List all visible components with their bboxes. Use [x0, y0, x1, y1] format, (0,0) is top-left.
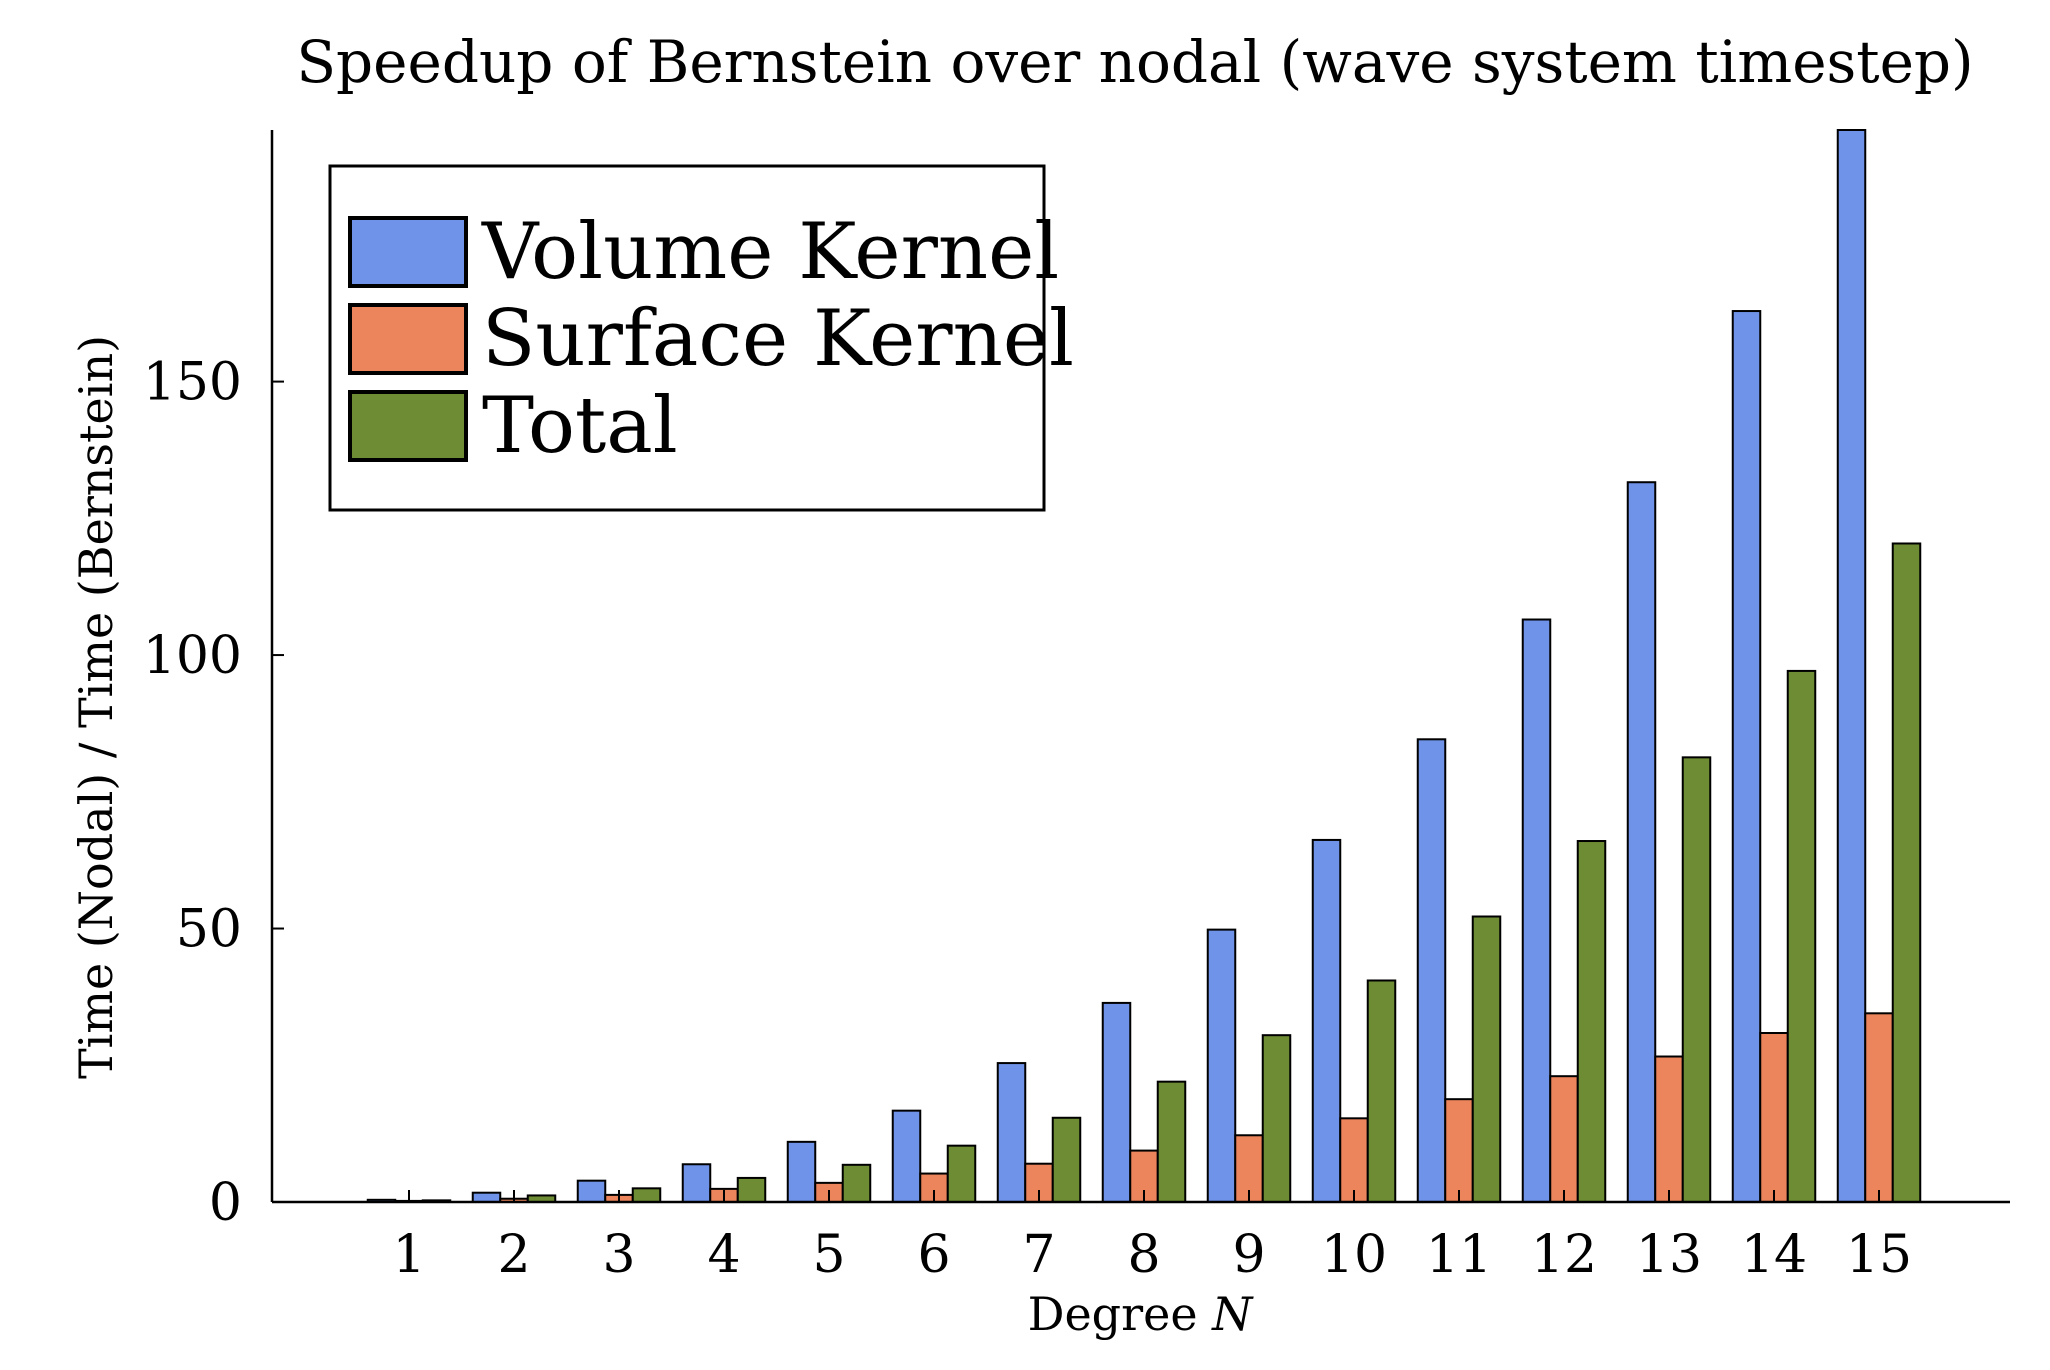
bar-surface-kernel-10 — [1339, 1117, 1369, 1203]
x-tick-label: 11 — [1426, 1225, 1492, 1285]
legend-label: Total — [482, 381, 678, 471]
x-tick-label: 3 — [602, 1225, 635, 1285]
bar-surface-kernel-14 — [1759, 1032, 1789, 1203]
x-tick-label: 8 — [1127, 1225, 1160, 1285]
bar-surface-kernel-15 — [1864, 1012, 1894, 1203]
bar-surface-kernel-13 — [1654, 1055, 1684, 1204]
bar-total-12 — [1576, 840, 1607, 1204]
x-axis-label: Degree N — [1028, 1287, 1255, 1341]
bar-volume-kernel-14 — [1731, 310, 1762, 1204]
x-tick-label: 10 — [1321, 1225, 1387, 1285]
legend-swatch — [348, 390, 468, 462]
bar-total-13 — [1681, 756, 1712, 1204]
bar-total-3 — [631, 1187, 662, 1203]
bar-volume-kernel-15 — [1836, 129, 1867, 1203]
x-tick-label: 9 — [1232, 1225, 1265, 1285]
x-tick-label: 2 — [497, 1225, 530, 1285]
bar-volume-kernel-4 — [681, 1163, 712, 1204]
bar-volume-kernel-12 — [1521, 618, 1552, 1203]
bar-surface-kernel-12 — [1549, 1075, 1579, 1203]
bar-volume-kernel-2 — [471, 1191, 502, 1203]
bar-volume-kernel-3 — [576, 1179, 607, 1204]
y-tick-label: 0 — [209, 1173, 242, 1233]
bar-volume-kernel-8 — [1101, 1001, 1132, 1203]
bar-total-9 — [1261, 1034, 1292, 1204]
bar-total-15 — [1891, 542, 1922, 1203]
x-tick-label: 14 — [1741, 1225, 1807, 1285]
y-tick-label: 150 — [143, 353, 242, 413]
axes — [270, 130, 2010, 1204]
y-ticks: 0 50 100 150 — [143, 353, 284, 1233]
bar-surface-kernel-11 — [1444, 1098, 1474, 1204]
bar-total-11 — [1471, 915, 1502, 1203]
bar-total-8 — [1156, 1080, 1187, 1204]
x-tick-label: 1 — [392, 1225, 425, 1285]
bar-total-14 — [1786, 669, 1817, 1203]
bar-total-5 — [841, 1163, 872, 1204]
legend-label: Surface Kernel — [482, 294, 1074, 384]
x-ticks: 1 2 3 4 5 6 7 8 9 10 11 12 13 14 15 — [392, 1190, 1912, 1285]
bar-volume-kernel-6 — [891, 1109, 922, 1204]
y-axis-label: Time (Nodal) / Time (Bernstein) — [69, 335, 123, 1079]
x-tick-label: 13 — [1636, 1225, 1702, 1285]
x-tick-label: 15 — [1846, 1225, 1912, 1285]
legend-swatch — [348, 303, 468, 375]
x-tick-label: 6 — [917, 1225, 950, 1285]
bar-total-7 — [1051, 1116, 1082, 1204]
chart-title: Speedup of Bernstein over nodal (wave sy… — [296, 28, 1973, 96]
bar-volume-kernel-11 — [1416, 738, 1447, 1203]
bar-volume-kernel-5 — [786, 1140, 817, 1203]
bar-total-10 — [1366, 979, 1397, 1203]
x-tick-label: 4 — [707, 1225, 740, 1285]
bar-volume-kernel-13 — [1626, 481, 1657, 1204]
y-tick-label: 50 — [176, 900, 242, 960]
bar-volume-kernel-7 — [996, 1062, 1027, 1203]
bar-total-6 — [946, 1144, 977, 1204]
x-tick-label: 12 — [1531, 1225, 1597, 1285]
bar-volume-kernel-9 — [1206, 928, 1237, 1203]
y-tick-label: 100 — [143, 626, 242, 686]
legend-swatch — [348, 216, 468, 288]
bar-volume-kernel-10 — [1311, 838, 1342, 1203]
legend-label: Volume Kernel — [481, 207, 1059, 297]
bar-total-4 — [736, 1176, 767, 1204]
x-tick-label: 5 — [812, 1225, 845, 1285]
x-axis-label-variable: N — [1211, 1287, 1254, 1341]
x-tick-label: 7 — [1022, 1225, 1055, 1285]
